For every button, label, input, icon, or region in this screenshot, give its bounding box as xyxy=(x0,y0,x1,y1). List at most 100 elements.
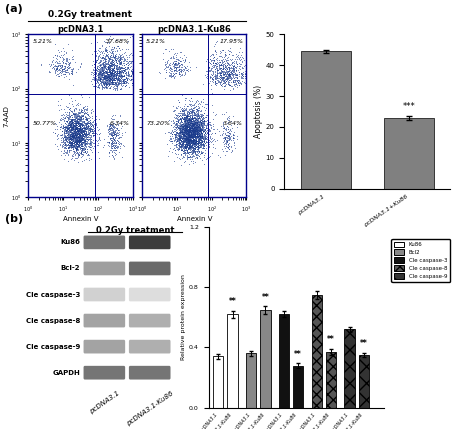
Point xyxy=(190,122,198,129)
Point xyxy=(197,133,205,139)
Point xyxy=(67,121,74,127)
Point xyxy=(206,125,213,132)
Point xyxy=(107,144,114,151)
Point xyxy=(51,51,59,58)
Point xyxy=(175,129,183,136)
Point xyxy=(171,50,179,57)
Point xyxy=(171,130,178,137)
Point xyxy=(180,127,188,133)
Point xyxy=(193,126,201,133)
Point xyxy=(91,131,98,138)
Point xyxy=(177,127,184,134)
Point xyxy=(193,113,201,120)
Point xyxy=(100,58,108,65)
Point xyxy=(185,124,193,131)
Point xyxy=(243,70,251,77)
Point xyxy=(170,63,178,69)
Point xyxy=(225,68,233,75)
Point xyxy=(108,69,115,76)
Point xyxy=(185,145,193,151)
Point xyxy=(238,70,246,77)
Point xyxy=(198,121,205,128)
Point xyxy=(113,69,121,76)
Point xyxy=(106,59,113,66)
Point xyxy=(196,130,203,137)
Point xyxy=(208,101,216,108)
Point xyxy=(67,122,74,129)
Point xyxy=(51,63,59,70)
Point xyxy=(128,67,136,74)
Point xyxy=(76,139,83,146)
Point xyxy=(230,63,237,69)
Point xyxy=(104,71,112,78)
Point xyxy=(218,76,226,82)
Point xyxy=(104,64,111,71)
Point xyxy=(179,111,187,118)
Point xyxy=(101,83,109,90)
Point xyxy=(81,108,88,115)
Point xyxy=(182,142,189,148)
Point xyxy=(79,131,87,138)
Point xyxy=(165,117,173,124)
Point xyxy=(248,72,255,79)
Point xyxy=(194,133,202,140)
Point xyxy=(107,76,114,82)
Point xyxy=(181,128,189,135)
Point xyxy=(106,74,113,81)
Point xyxy=(114,66,121,73)
Point xyxy=(53,66,60,73)
Point xyxy=(117,113,124,120)
Point xyxy=(183,127,191,133)
Point xyxy=(76,132,84,139)
Point xyxy=(66,134,74,141)
Point xyxy=(104,57,111,63)
Point xyxy=(180,114,188,121)
Point xyxy=(202,105,210,112)
Point xyxy=(221,69,228,76)
Point xyxy=(183,112,191,118)
Point xyxy=(74,136,82,143)
Point xyxy=(70,119,77,126)
Point xyxy=(183,144,191,151)
Point xyxy=(181,122,189,129)
Point xyxy=(223,73,230,79)
Point xyxy=(181,118,188,125)
Point xyxy=(80,137,88,144)
Point xyxy=(71,111,78,118)
Point xyxy=(196,143,203,150)
Point xyxy=(190,134,197,141)
Point xyxy=(190,129,198,136)
Point xyxy=(108,57,115,64)
Point xyxy=(91,110,99,117)
Point xyxy=(80,140,87,147)
Point xyxy=(112,69,120,76)
Point xyxy=(215,62,223,69)
Point xyxy=(79,130,86,137)
Point xyxy=(80,131,88,138)
Point xyxy=(190,131,198,138)
Point xyxy=(65,138,73,145)
Point xyxy=(180,121,188,128)
Point xyxy=(109,123,117,130)
Point xyxy=(190,152,197,159)
Point xyxy=(71,126,78,133)
Point xyxy=(217,64,225,71)
Point xyxy=(196,135,203,142)
Point xyxy=(196,126,204,133)
Point xyxy=(93,68,100,75)
Point xyxy=(172,64,180,71)
Point xyxy=(74,129,82,136)
Point xyxy=(227,64,235,71)
Point xyxy=(65,112,73,119)
Point xyxy=(191,131,199,138)
Point xyxy=(219,59,227,66)
Point xyxy=(104,53,112,60)
Point xyxy=(120,68,128,75)
Point xyxy=(179,128,186,135)
Point xyxy=(193,137,201,144)
Point xyxy=(185,133,193,140)
Point xyxy=(197,127,205,134)
Point xyxy=(191,117,199,124)
Point xyxy=(203,75,210,82)
Point xyxy=(101,46,109,53)
